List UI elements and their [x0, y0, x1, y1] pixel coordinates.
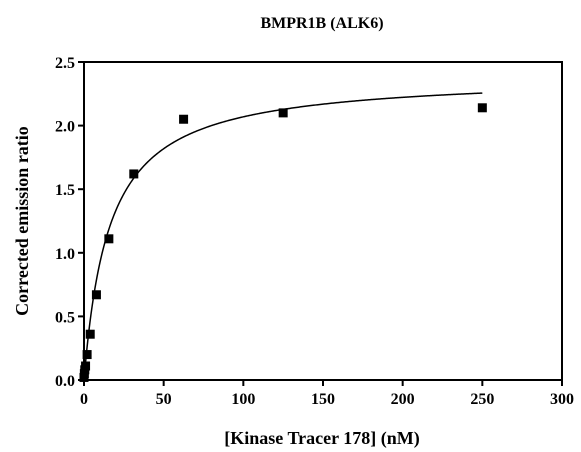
x-tick-label: 100: [231, 391, 255, 408]
x-tick-label: 200: [391, 391, 415, 408]
y-tick-label: 2.5: [55, 55, 75, 72]
y-tick-label: 0.5: [55, 309, 75, 326]
chart-title: BMPR1B (ALK6): [260, 15, 383, 32]
y-axis: 0.0 0.5 1.0 1.5 2.0 2.5: [55, 55, 84, 390]
x-tick-label: 50: [156, 391, 172, 408]
x-axis-label: [Kinase Tracer 178] (nM): [224, 428, 419, 449]
x-tick-label: 250: [470, 391, 494, 408]
data-point: [85, 329, 95, 339]
x-tick-label: 150: [311, 391, 335, 408]
y-tick-label: 1.0: [55, 246, 75, 263]
data-point: [104, 234, 114, 244]
fit-curve: [83, 92, 483, 381]
y-tick-label: 2.0: [55, 119, 75, 136]
data-point: [81, 361, 91, 371]
y-tick-label: 0.0: [55, 373, 75, 390]
y-tick-label: 1.5: [55, 182, 75, 199]
x-axis: 0 50 100 150 200 250 300: [80, 380, 574, 408]
data-points: [79, 103, 487, 382]
data-point: [129, 169, 139, 179]
data-point: [91, 290, 101, 300]
data-point: [278, 108, 288, 118]
data-point: [82, 350, 92, 360]
y-axis-label: Corrected emission ratio: [12, 126, 32, 316]
data-point: [179, 114, 189, 124]
x-tick-label: 0: [80, 391, 88, 408]
data-point: [477, 103, 487, 113]
x-tick-label: 300: [550, 391, 574, 408]
plot-frame: [83, 61, 563, 381]
